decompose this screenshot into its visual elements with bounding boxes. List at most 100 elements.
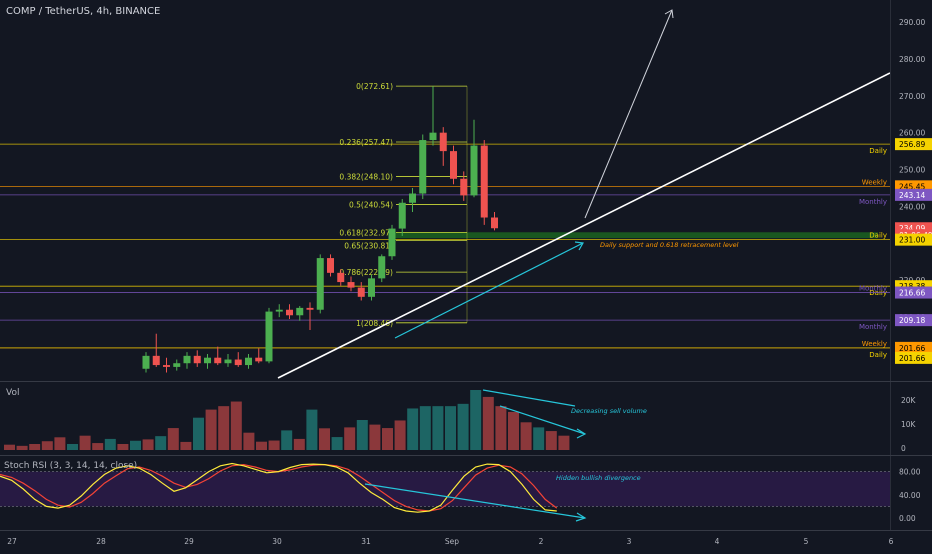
volume-bar: [407, 408, 419, 450]
candle-body: [439, 132, 447, 152]
price-badge: [895, 314, 932, 327]
volume-tick-label: 20K: [901, 396, 917, 405]
fib-level-label: 0.786(222.19): [339, 268, 393, 277]
candle-body: [275, 309, 283, 312]
volume-bar: [356, 420, 368, 450]
candle-body: [419, 140, 427, 194]
price-pane[interactable]: Daily Weekly Monthly Daily Daily Monthly Month…: [0, 0, 891, 381]
stoch-rsi-axis-svg: 80.00 40.00 0.00: [899, 468, 921, 523]
price-badge: [895, 341, 932, 354]
level-label-daily: Daily: [869, 289, 887, 297]
candle-body: [470, 145, 478, 196]
pane-divider[interactable]: [0, 455, 932, 456]
time-axis[interactable]: 27 28 29 30 31 Sep 2 3 4 5 6: [0, 531, 932, 550]
price-axis-svg: 290.00280.00270.00260.00250.00240.00220.…: [895, 18, 932, 364]
candle-body: [327, 258, 334, 273]
volume-bar: [16, 445, 28, 450]
divergence-arrow-head: [575, 512, 587, 522]
time-tick-label: 2: [539, 537, 544, 546]
volume-bar: [319, 428, 330, 450]
volume-bar: [470, 390, 482, 450]
stoch-rsi-k-line: [0, 462, 557, 513]
level-label-weekly: Weekly: [862, 340, 887, 348]
time-tick-label: 5: [804, 537, 809, 546]
fib-level-label: 0.236(257.47): [339, 138, 393, 147]
price-badge: [895, 188, 932, 201]
time-tick-label: 3: [627, 537, 632, 546]
candle-body: [409, 193, 416, 203]
level-label-monthly: Monthly: [859, 323, 887, 331]
volume-bar: [155, 436, 167, 450]
candle-body: [316, 258, 324, 310]
volume-bar: [457, 403, 469, 450]
price-badge-label: 231.00: [899, 236, 925, 245]
support-zone: [395, 232, 878, 239]
stoch-rsi-axis: 80.00 40.00 0.00: [890, 456, 932, 530]
price-badge-label: 201.66: [899, 344, 925, 353]
volume-bar: [142, 439, 154, 450]
symbol-header[interactable]: COMP / TetherUS, 4h, BINANCE: [6, 6, 161, 17]
volume-bar: [230, 401, 242, 450]
volume-bar: [495, 406, 507, 450]
price-tick-label: 250.00: [899, 166, 925, 175]
price-badge-label: 216.66: [899, 289, 925, 298]
volume-bar: [545, 431, 557, 450]
price-badge-label: 201.66: [899, 354, 925, 363]
candle-body: [224, 359, 232, 364]
volume-bar: [482, 396, 494, 450]
pane-divider[interactable]: [0, 381, 932, 382]
price-chart-svg[interactable]: DailyWeeklyMonthlyDailyDailyMonthlyMonth…: [0, 0, 891, 381]
volume-bar: [520, 422, 532, 450]
rsi-note: Hidden bullish divergence: [556, 474, 641, 482]
volume-bar: [167, 428, 179, 450]
fib-level-label: 0(272.61): [356, 82, 393, 91]
volume-bar: [344, 427, 356, 450]
support-note: Daily support and 0.618 retracement leve…: [600, 241, 739, 249]
volume-bar: [104, 438, 116, 450]
volume-bar: [193, 417, 204, 450]
fib-level-label: 1(208.46): [356, 319, 393, 328]
volume-chart-svg: Decreasing sell volume: [4, 389, 647, 450]
volume-bar: [218, 406, 230, 450]
candle-body: [491, 217, 498, 229]
fib-level-label: 0.5(240.54): [349, 200, 393, 209]
volume-tick-label: 0: [901, 444, 906, 453]
price-badge: [895, 286, 932, 299]
candle-body: [296, 307, 304, 316]
volume-arrow-upper: [482, 389, 576, 407]
volume-bar: [445, 406, 456, 450]
candle-body: [193, 355, 201, 364]
candle-body: [183, 355, 191, 364]
time-tick-label: 6: [889, 537, 894, 546]
volume-bar: [306, 409, 318, 450]
stoch-rsi-band: [0, 471, 890, 507]
time-tick-label: 31: [361, 537, 371, 546]
price-axis[interactable]: 290.00280.00270.00260.00250.00240.00220.…: [890, 0, 932, 381]
support-arrow-head: [574, 241, 584, 251]
price-tick-label: 270.00: [899, 92, 925, 101]
volume-pane[interactable]: Decreasing sell volume Vol: [0, 382, 890, 455]
price-badge-label: 234.09: [899, 224, 925, 233]
volume-bar: [4, 444, 15, 450]
candle-body: [398, 202, 406, 229]
candle-body: [357, 287, 365, 297]
time-tick-label: 29: [184, 537, 194, 546]
volume-bar: [268, 440, 280, 450]
price-badge: [895, 138, 932, 151]
stoch-rsi-tick-label: 40.00: [899, 491, 921, 500]
candle-body: [173, 363, 181, 367]
candle-body: [286, 309, 293, 316]
candle-body: [234, 359, 242, 366]
volume-note: Decreasing sell volume: [571, 407, 647, 415]
stoch-rsi-pane[interactable]: Hidden bullish divergence Stoch RSI (3, …: [0, 456, 890, 530]
candle-body: [388, 228, 396, 257]
ascending-trend-line: [277, 72, 891, 379]
volume-axis: 20K 10K 0: [890, 382, 932, 455]
volume-bar: [281, 430, 293, 450]
volume-tick-label: 10K: [901, 420, 917, 429]
volume-bar: [92, 443, 104, 450]
fib-level-label: 0.382(248.10): [339, 173, 393, 182]
time-tick-label: 28: [96, 537, 106, 546]
candle-body: [214, 357, 222, 364]
price-badge-label: 256.89: [899, 140, 925, 149]
